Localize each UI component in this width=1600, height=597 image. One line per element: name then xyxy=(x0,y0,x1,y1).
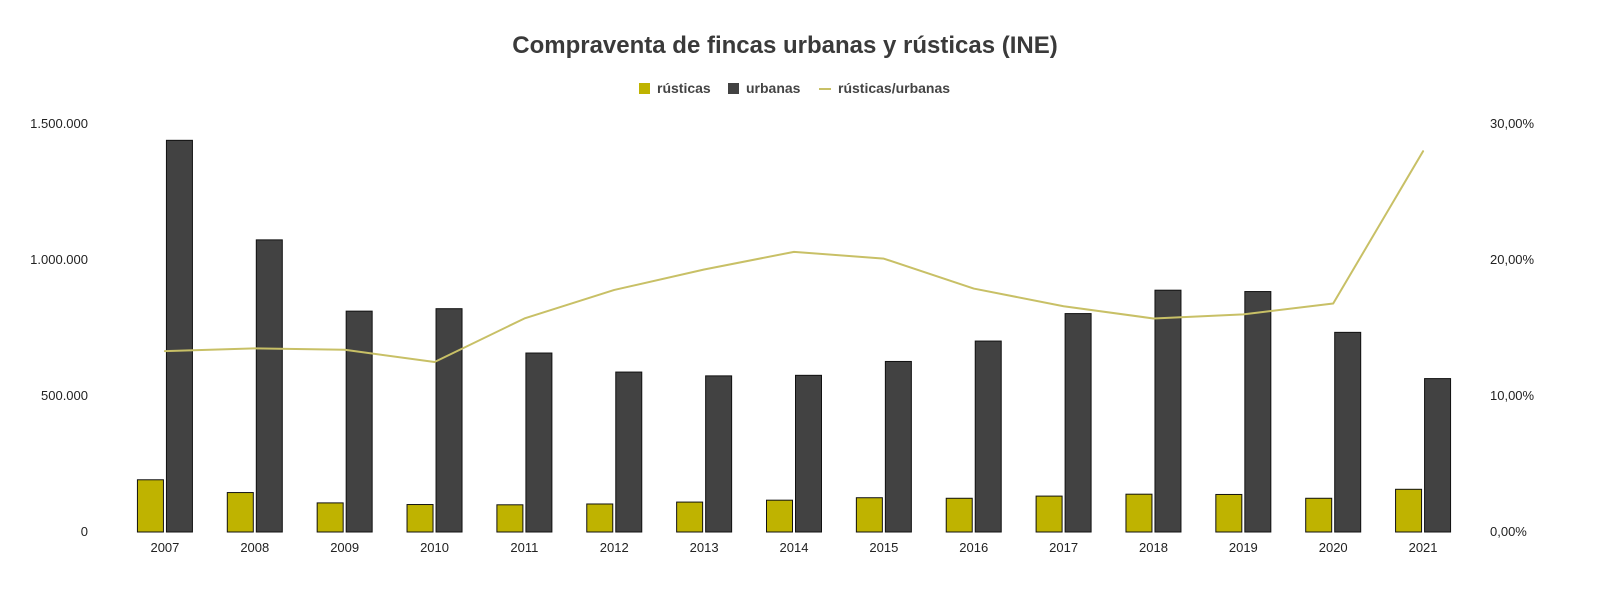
legend-label-urbanas: urbanas xyxy=(746,80,801,96)
bar-urbanas-2009 xyxy=(345,310,373,533)
bar-urbanas-2018 xyxy=(1154,289,1182,533)
bar-rusticas-2016 xyxy=(945,497,973,533)
bar-rusticas-2015 xyxy=(855,497,883,533)
bar-urbanas-2012 xyxy=(615,371,643,533)
x-axis: 2007 2008 2009 2010 2011 2012 2013 2014 2015 2016… xyxy=(150,540,1437,555)
x-axis-tick-label: 2011 xyxy=(510,540,538,555)
bar-urbanas-2007 xyxy=(165,139,193,533)
bar-rusticas-2021 xyxy=(1395,488,1423,533)
bar-rusticas-2010 xyxy=(406,504,434,533)
bar-urbanas-2013 xyxy=(705,375,733,533)
x-axis-tick-label: 2019 xyxy=(1229,540,1258,555)
bar-rusticas-2008 xyxy=(226,492,254,533)
x-axis-tick-label: 2021 xyxy=(1409,540,1438,555)
x-axis-tick-label: 2017 xyxy=(1049,540,1078,555)
bar-urbanas-2011 xyxy=(525,352,553,533)
bar-urbanas-2020 xyxy=(1334,331,1362,533)
x-axis-tick-label: 2009 xyxy=(330,540,359,555)
right-axis: 0,00% 10,00% 20,00% 30,00% xyxy=(1490,116,1535,539)
bar-rusticas-2018 xyxy=(1125,493,1153,533)
left-axis-tick-label: 1.000.000 xyxy=(30,252,88,267)
right-axis-tick-label: 0,00% xyxy=(1490,524,1527,539)
bar-urbanas-2021 xyxy=(1424,378,1452,533)
x-axis-tick-label: 2008 xyxy=(240,540,269,555)
right-axis-tick-label: 30,00% xyxy=(1490,116,1535,131)
bar-rusticas-2012 xyxy=(586,503,614,533)
legend-swatch-urbanas xyxy=(728,83,739,94)
legend: rústicas urbanas rústicas/urbanas xyxy=(639,80,950,96)
x-axis-tick-label: 2013 xyxy=(690,540,719,555)
bar-rusticas-2017 xyxy=(1035,495,1063,533)
bar-rusticas-2013 xyxy=(676,501,704,533)
left-axis-tick-label: 0 xyxy=(81,524,88,539)
legend-swatch-rusticas xyxy=(639,83,650,94)
right-axis-tick-label: 20,00% xyxy=(1490,252,1535,267)
bar-rusticas-2007 xyxy=(136,479,164,533)
bar-urbanas-2019 xyxy=(1244,291,1272,533)
x-axis-tick-label: 2014 xyxy=(780,540,809,555)
ratio-line-layer xyxy=(163,150,1425,363)
bar-urbanas-2008 xyxy=(255,239,283,533)
left-axis-tick-label: 1.500.000 xyxy=(30,116,88,131)
x-axis-tick-label: 2020 xyxy=(1319,540,1348,555)
bar-rusticas-2009 xyxy=(316,502,344,533)
bars xyxy=(136,139,1452,533)
bar-urbanas-2016 xyxy=(974,340,1002,533)
bar-rusticas-2011 xyxy=(496,504,524,533)
series-line-rusticas-urbanas xyxy=(163,150,1425,363)
bar-rusticas-2020 xyxy=(1305,497,1333,533)
chart-title: Compraventa de fincas urbanas y rústicas… xyxy=(512,32,1058,59)
bar-urbanas-2010 xyxy=(435,308,463,533)
x-axis-tick-label: 2010 xyxy=(420,540,449,555)
x-axis-tick-label: 2016 xyxy=(959,540,988,555)
x-axis-tick-label: 2007 xyxy=(150,540,179,555)
x-axis-tick-label: 2018 xyxy=(1139,540,1168,555)
bar-urbanas-2014 xyxy=(795,374,822,533)
left-axis: 0 500.000 1.000.000 1.500.000 xyxy=(30,116,88,539)
bar-urbanas-2017 xyxy=(1064,313,1092,533)
bar-rusticas-2014 xyxy=(766,499,793,533)
x-axis-tick-label: 2012 xyxy=(600,540,629,555)
left-axis-tick-label: 500.000 xyxy=(41,388,88,403)
right-axis-tick-label: 10,00% xyxy=(1490,388,1535,403)
x-axis-tick-label: 2015 xyxy=(869,540,898,555)
legend-label-ratio: rústicas/urbanas xyxy=(838,80,950,96)
bar-rusticas-2019 xyxy=(1215,493,1243,533)
bar-urbanas-2015 xyxy=(884,360,912,533)
legend-label-rusticas: rústicas xyxy=(657,80,711,96)
